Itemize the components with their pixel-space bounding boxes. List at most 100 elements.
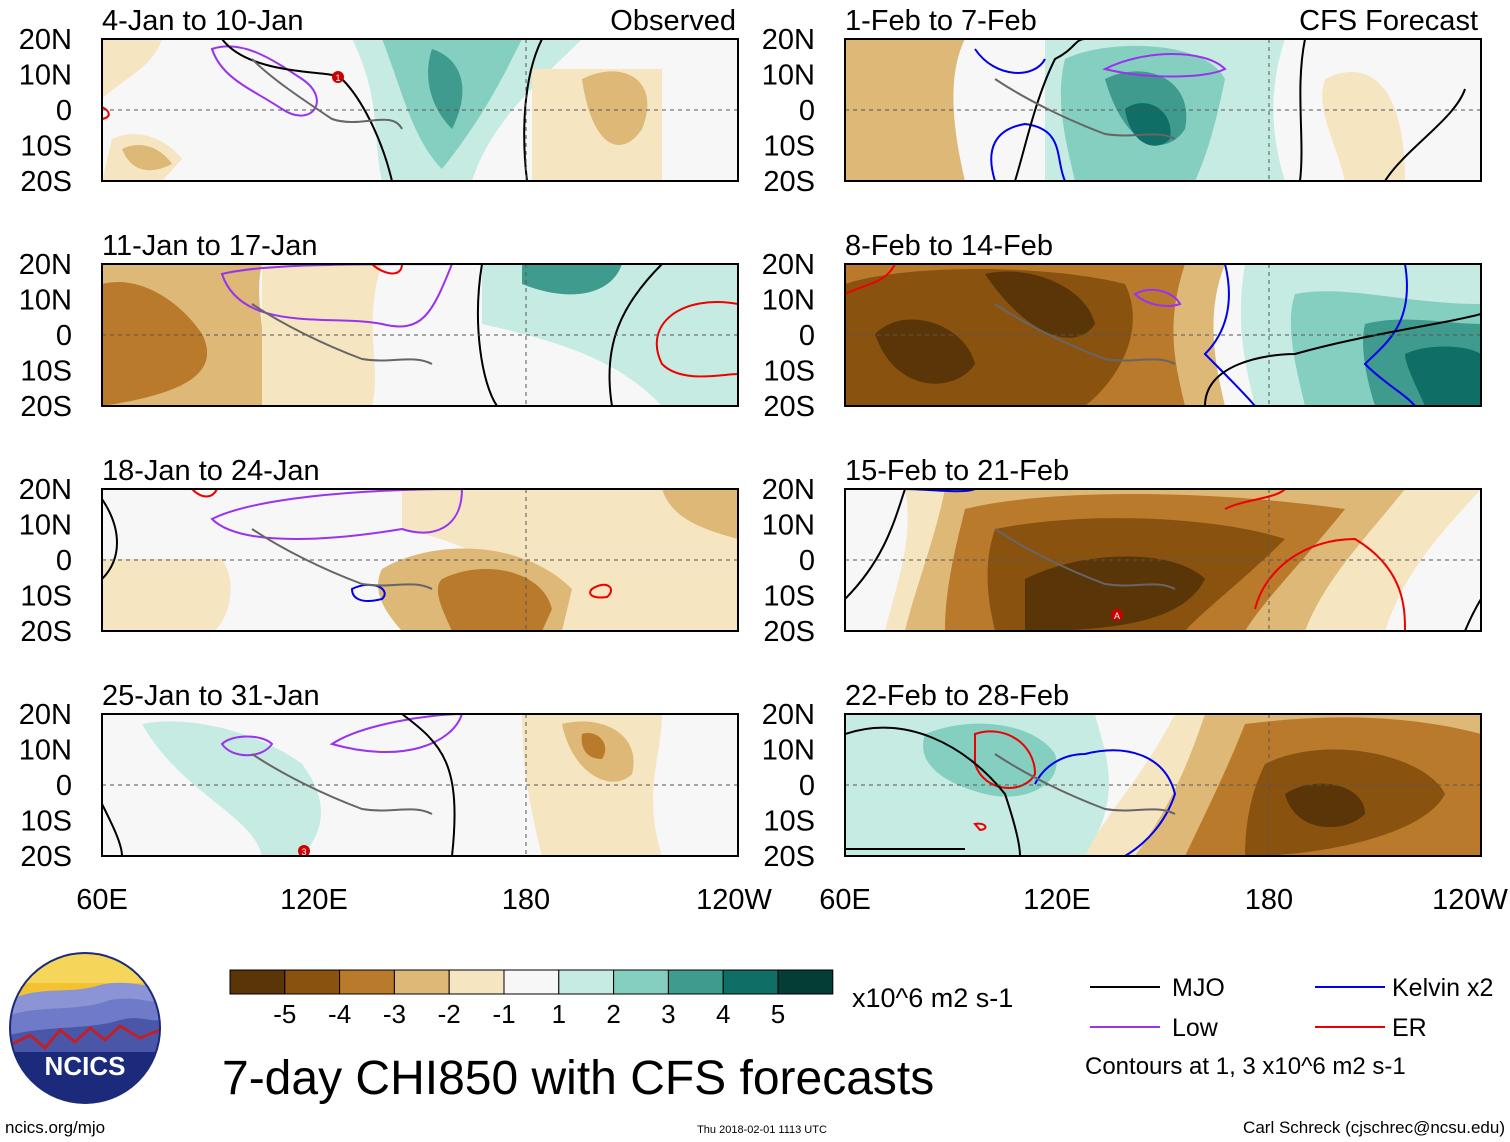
footer-timestamp: Thu 2018-02-01 1113 UTC [697, 1124, 827, 1136]
lat-label: 20N [762, 474, 815, 506]
colorbar: -5 -4 -3 -2 -1 1 2 3 4 5 [229, 969, 834, 1029]
lat-label: 20S [20, 391, 72, 423]
panel-title-observed-1: 4-Jan to 10-Jan [102, 5, 304, 37]
colorbar-tick: -3 [383, 999, 406, 1029]
marker-1 [332, 71, 344, 83]
colorbar-swatch [558, 969, 615, 995]
colorbar-tick: -1 [492, 999, 515, 1029]
lat-label: 20N [19, 699, 72, 731]
lat-label: 10N [19, 60, 72, 92]
colorbar-tick: 4 [716, 999, 730, 1029]
colorbar-units: x10^6 m2 s-1 [852, 983, 1013, 1013]
lat-label: 0 [799, 320, 815, 352]
svg-text:1: 1 [335, 73, 340, 83]
lat-label: 20S [763, 391, 815, 423]
lat-label: 20N [762, 249, 815, 281]
panel-title-forecast-2: 8-Feb to 14-Feb [845, 230, 1053, 262]
panel-title-forecast-4: 22-Feb to 28-Feb [845, 680, 1069, 712]
lat-label: 20N [19, 249, 72, 281]
forecast-label: CFS Forecast [1299, 5, 1478, 37]
panel-title-observed-3: 18-Jan to 24-Jan [102, 455, 320, 487]
footer-credit: Carl Schreck (cjschrec@ncsu.edu) [1243, 1118, 1505, 1137]
legend: MJO Kelvin x2 Low ER Contours at 1, 3 x1… [1085, 974, 1493, 1080]
marker-3 [298, 845, 310, 856]
lon-label: 120E [1023, 884, 1091, 916]
footer-url: ncics.org/mjo [5, 1118, 105, 1137]
lat-label: 0 [56, 545, 72, 577]
legend-label-low: Low [1172, 1014, 1219, 1042]
lat-label: 10N [19, 735, 72, 767]
ncics-logo: NCICS [9, 952, 161, 1104]
colorbar-swatch [284, 969, 341, 995]
colorbar-swatch [777, 969, 834, 995]
colorbar-tick: 5 [771, 999, 785, 1029]
lat-label: 20N [19, 474, 72, 506]
lat-label: 20S [20, 841, 72, 873]
colorbar-swatch [339, 969, 395, 995]
colorbar-tick: 1 [552, 999, 566, 1029]
lat-label: 10S [20, 356, 72, 388]
lon-label: 120W [1432, 884, 1508, 916]
lat-label: 20S [763, 616, 815, 648]
observed-label: Observed [610, 5, 736, 37]
legend-label-kelvin: Kelvin x2 [1392, 974, 1493, 1002]
lat-label: 0 [56, 770, 72, 802]
lat-label: 0 [56, 95, 72, 127]
lat-label: 20S [763, 841, 815, 873]
panel-forecast-1 [844, 38, 1482, 182]
lat-label: 10S [20, 581, 72, 613]
lat-label: 10N [762, 285, 815, 317]
lon-label: 120W [696, 884, 772, 916]
panel-forecast-4 [844, 713, 1482, 857]
lon-label: 60E [76, 884, 128, 916]
lon-label: 120E [280, 884, 348, 916]
lat-label: 10S [20, 806, 72, 838]
panel-forecast-2 [844, 263, 1482, 407]
colorbar-swatch [229, 969, 286, 995]
panel-observed-3 [101, 488, 739, 632]
longitude-labels-right: 60E 120E 180 120W [819, 884, 1508, 916]
lat-label: 20S [20, 166, 72, 198]
lon-label: 60E [819, 884, 871, 916]
lat-label: 10N [762, 735, 815, 767]
lat-label: 0 [799, 770, 815, 802]
lat-label: 0 [799, 545, 815, 577]
colorbar-tick: -5 [273, 999, 296, 1029]
lat-label: 10S [20, 131, 72, 163]
figure-title: 7-day CHI850 with CFS forecasts [222, 1052, 934, 1105]
colorbar-tick: -4 [328, 999, 351, 1029]
marker-a [1111, 609, 1123, 621]
lat-label: 10N [19, 510, 72, 542]
lat-label: 20S [763, 166, 815, 198]
panel-title-forecast-1: 1-Feb to 7-Feb [845, 5, 1037, 37]
panel-observed-4: 3 [101, 713, 739, 857]
colorbar-tick: 2 [606, 999, 620, 1029]
lat-label: 10S [763, 581, 815, 613]
colorbar-swatch [667, 969, 724, 995]
panel-observed-2 [101, 263, 739, 407]
colorbar-swatch [503, 969, 560, 995]
latitude-labels: 20N10N010S20S20N10N010S20S20N10N010S20S2… [19, 24, 815, 873]
lon-label: 180 [1245, 884, 1293, 916]
longitude-labels-left: 60E 120E 180 120W [76, 884, 772, 916]
panel-title-forecast-3: 15-Feb to 21-Feb [845, 455, 1069, 487]
panel-title-observed-4: 25-Jan to 31-Jan [102, 680, 320, 712]
colorbar-swatch [448, 969, 505, 995]
lat-label: 20N [762, 699, 815, 731]
colorbar-swatch [613, 969, 669, 995]
lat-label: 20S [20, 616, 72, 648]
legend-note: Contours at 1, 3 x10^6 m2 s-1 [1085, 1053, 1406, 1080]
lat-label: 10N [762, 510, 815, 542]
lat-label: 0 [799, 95, 815, 127]
logo-text: NCICS [45, 1051, 126, 1081]
lat-label: 10S [763, 356, 815, 388]
colorbar-tick: 3 [661, 999, 675, 1029]
panel-title-observed-2: 11-Jan to 17-Jan [102, 230, 318, 262]
lon-label: 180 [502, 884, 550, 916]
lat-label: 10S [763, 806, 815, 838]
lat-label: 10N [762, 60, 815, 92]
svg-text:3: 3 [301, 847, 306, 857]
lat-label: 0 [56, 320, 72, 352]
lat-label: 20N [762, 24, 815, 56]
lat-label: 10S [763, 131, 815, 163]
